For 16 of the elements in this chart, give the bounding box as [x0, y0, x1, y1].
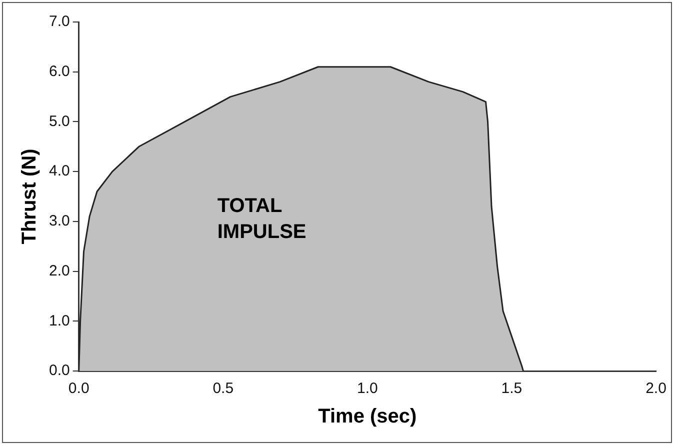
y-tick-label: 7.0	[48, 13, 70, 30]
x-tick-label: 0.0	[68, 380, 90, 398]
y-tick-label: 2.0	[48, 262, 70, 280]
y-axis-title: Thrust (N)	[18, 148, 41, 244]
x-axis-title: Time (sec)	[318, 406, 417, 428]
annotation: TOTAL IMPULSE	[217, 195, 306, 244]
x-tick-label: 1.5	[501, 380, 522, 398]
x-tick-label: 1.0	[356, 380, 378, 398]
y-tick-label: 6.0	[48, 63, 70, 80]
y-tick-label: 3.0	[48, 212, 70, 230]
y-tick-label: 1.0	[48, 312, 70, 330]
y-tick-label: 5.0	[48, 112, 70, 130]
x-tick-label: 0.5	[212, 380, 234, 398]
y-tick-label: 4.0	[48, 162, 70, 180]
x-tick-label: 2.0	[646, 380, 666, 398]
y-tick-label: 0.0	[48, 362, 70, 380]
